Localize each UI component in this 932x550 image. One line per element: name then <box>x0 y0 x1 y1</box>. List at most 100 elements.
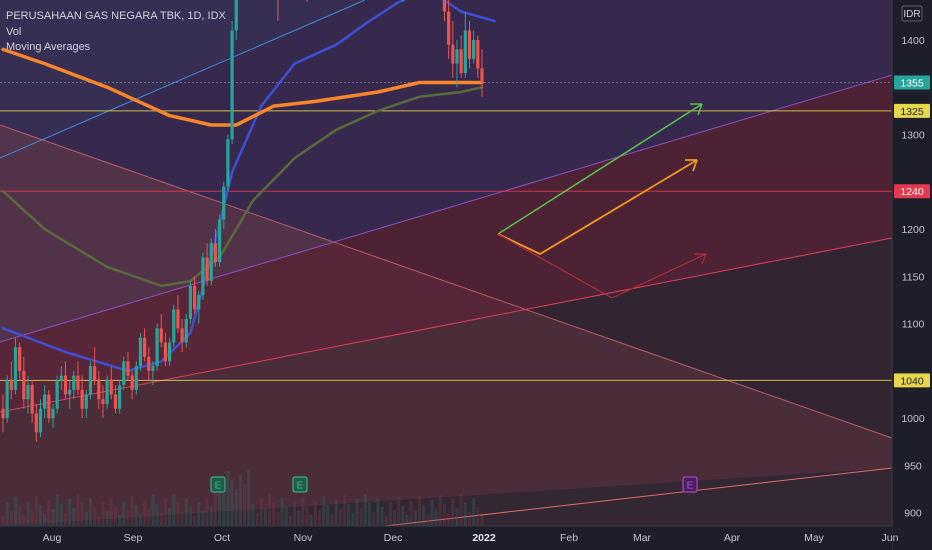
candle-body <box>455 49 459 64</box>
candle <box>197 290 201 324</box>
marker-box <box>682 476 698 493</box>
price-level-tag-label: 1240 <box>900 186 924 198</box>
blue-trend-line <box>0 0 366 159</box>
candle <box>480 49 484 97</box>
candle-body <box>30 385 34 414</box>
currency-label: IDR <box>903 9 920 20</box>
candles <box>1 0 484 442</box>
candle-body <box>97 380 101 400</box>
candle <box>88 361 93 400</box>
candle <box>22 356 26 409</box>
volume-bar <box>480 516 484 526</box>
volume-bar <box>426 514 430 526</box>
candle <box>122 356 126 390</box>
candle-body <box>442 0 447 12</box>
candle <box>5 375 9 423</box>
indicator-vol[interactable]: Vol <box>6 25 22 38</box>
marker-letter: E <box>297 481 304 492</box>
volume-bar <box>151 495 155 526</box>
earnings-marker[interactable]: E <box>210 476 226 493</box>
marker-letter: E <box>687 481 694 492</box>
volume-bar <box>30 510 34 526</box>
time-tick-label: Sep <box>124 532 143 544</box>
candle-body <box>163 342 168 362</box>
volume-bar <box>347 504 351 526</box>
indicator-moving-averages[interactable]: Moving Averages <box>6 41 91 53</box>
red-projection-arrow <box>497 233 707 299</box>
orange-projection-arrow <box>497 159 698 256</box>
volume-bar <box>359 508 363 526</box>
volume-bars <box>1 470 484 526</box>
marker-letter: E <box>215 481 222 492</box>
volume-bar <box>159 513 163 526</box>
candle <box>47 389 51 423</box>
candle-body <box>88 366 93 395</box>
volume-bar <box>234 489 238 526</box>
event-marker[interactable]: E <box>682 476 698 493</box>
time-tick-label: Mar <box>633 532 652 544</box>
candle <box>172 304 176 348</box>
candle-body <box>234 0 238 31</box>
price-tick-label: 1400 <box>901 35 925 47</box>
volume-bar <box>447 513 451 526</box>
volume-bar <box>243 484 247 526</box>
candle-body <box>5 380 9 419</box>
candle <box>234 0 238 40</box>
candle-body <box>226 139 230 187</box>
candle <box>63 361 68 400</box>
volume-bar <box>22 515 26 526</box>
candle <box>176 295 180 334</box>
candle <box>192 276 197 315</box>
candle <box>18 342 22 381</box>
price-level-tag: 1325 <box>894 103 930 118</box>
candle-body <box>447 11 451 45</box>
candle <box>43 385 47 419</box>
volume-bar <box>43 514 47 526</box>
candle <box>222 181 226 230</box>
candle-body <box>101 399 105 404</box>
volume-bar <box>355 499 359 526</box>
candle-body <box>18 347 22 371</box>
earnings-marker[interactable]: E <box>292 476 308 493</box>
candle-body <box>122 361 126 386</box>
volume-bar <box>276 512 280 526</box>
volume-bar <box>438 495 442 526</box>
volume-bar <box>63 513 67 526</box>
volume-bar <box>68 499 72 526</box>
candle <box>109 366 113 400</box>
volume-bar <box>388 502 392 526</box>
candle-body <box>213 243 218 263</box>
volume-bar <box>184 498 188 526</box>
marker-box <box>292 476 308 493</box>
price-tick-label: 1100 <box>902 319 925 331</box>
candle-body <box>159 328 163 343</box>
volume-bar <box>338 509 342 526</box>
candle <box>455 39 459 88</box>
volume-bar <box>201 511 205 526</box>
candle <box>55 375 59 414</box>
price-tick-label: 1150 <box>902 271 925 283</box>
volume-bar <box>238 475 242 526</box>
moving-averages <box>1 0 496 373</box>
candle-body <box>222 186 226 220</box>
lower-channel-zone <box>0 238 892 526</box>
candle-body <box>26 385 30 400</box>
volume-bar <box>97 516 101 526</box>
candle-body <box>184 318 188 343</box>
candle <box>134 361 138 395</box>
currency-box <box>901 5 923 22</box>
volume-bar <box>172 494 176 526</box>
volume-bar <box>305 506 309 526</box>
moving-average-ma50 <box>1 85 484 288</box>
price-level-tag: 1040 <box>894 373 930 388</box>
volume-bar <box>76 494 80 526</box>
volume-bar <box>384 516 388 526</box>
volume-bar <box>84 512 88 526</box>
candle <box>51 403 55 428</box>
time-tick-label: May <box>804 532 825 544</box>
time-tick-label: Jun <box>882 532 899 544</box>
candle <box>205 243 209 286</box>
